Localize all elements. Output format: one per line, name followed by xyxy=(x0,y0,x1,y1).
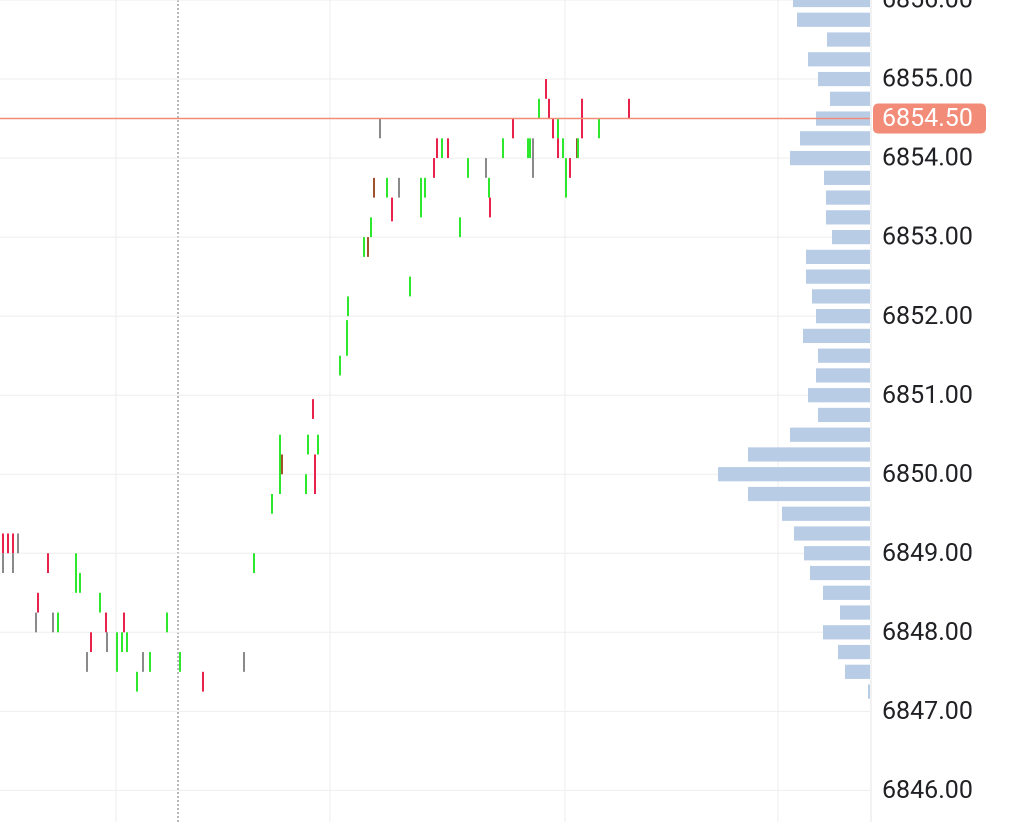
volume-bar xyxy=(806,249,870,264)
volume-bar xyxy=(818,348,870,363)
volume-bar xyxy=(812,289,870,304)
volume-bar xyxy=(823,625,870,640)
volume-bar xyxy=(818,71,870,87)
y-tick-label: 6851.00 xyxy=(882,381,973,410)
volume-bar xyxy=(794,526,870,541)
volume-bar xyxy=(826,210,870,225)
last-price-badge xyxy=(873,103,986,134)
y-tick-label: 6853.00 xyxy=(882,223,973,252)
volume-bar xyxy=(797,12,870,27)
volume-bar xyxy=(804,546,870,561)
last-price-label: 6854.50 xyxy=(882,104,973,133)
volume-bar xyxy=(830,91,870,106)
volume-bar xyxy=(790,150,870,166)
volume-bar xyxy=(826,190,870,205)
volume-bar xyxy=(800,131,870,146)
volume-bar xyxy=(840,605,870,620)
volume-bar xyxy=(827,32,870,47)
volume-bar xyxy=(808,388,870,403)
volume-bar xyxy=(793,0,870,8)
volume-bar xyxy=(806,269,870,284)
y-tick-label: 6855.00 xyxy=(882,65,973,94)
volume-bar xyxy=(810,565,870,581)
volume-bar xyxy=(782,506,870,521)
volume-bar xyxy=(816,368,870,383)
volume-bar xyxy=(818,407,870,423)
y-tick-label: 6854.00 xyxy=(882,144,973,173)
volume-bar xyxy=(832,230,870,245)
volume-bar xyxy=(718,467,870,482)
y-tick-label: 6849.00 xyxy=(882,539,973,568)
y-tick-label: 6856.00 xyxy=(882,0,973,15)
volume-bar xyxy=(845,664,870,679)
volume-bar xyxy=(824,170,870,185)
volume-bar xyxy=(790,427,870,442)
volume-bar xyxy=(803,328,870,344)
volume-bar xyxy=(748,486,870,502)
time-grid xyxy=(115,0,872,822)
volume-bar xyxy=(838,644,870,660)
y-tick-label: 6847.00 xyxy=(882,697,973,726)
volume-bar xyxy=(816,309,870,324)
volume-bar xyxy=(808,52,870,67)
volume-bar xyxy=(748,447,870,462)
volume-bar xyxy=(823,585,870,600)
y-tick-label: 6852.00 xyxy=(882,302,973,331)
y-tick-label: 6848.00 xyxy=(882,618,973,647)
volume-bar xyxy=(868,684,870,699)
y-tick-label: 6846.00 xyxy=(882,776,973,805)
y-tick-label: 6850.00 xyxy=(882,460,973,489)
